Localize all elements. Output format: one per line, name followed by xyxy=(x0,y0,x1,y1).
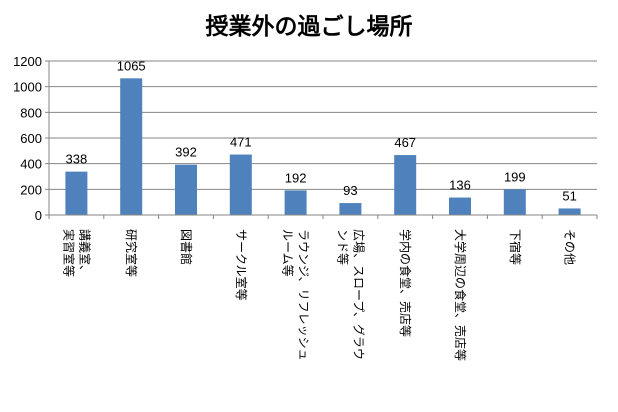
category-label: その他 xyxy=(563,229,577,265)
data-label: 199 xyxy=(504,169,526,184)
chart-title: 授業外の過ごし場所 xyxy=(206,13,413,40)
category-label: 図書館 xyxy=(179,229,194,265)
category-label: サークル室等 xyxy=(234,229,249,301)
bar xyxy=(339,203,362,215)
data-labels: 338 1065 392 471 192 93 467 136 199 51 xyxy=(66,58,577,203)
category-label: ラウンジ、リフレッシュ xyxy=(297,229,311,361)
y-tick-label: 800 xyxy=(20,105,42,120)
data-label: 471 xyxy=(230,135,252,150)
category-label: 学内の食堂、売店等 xyxy=(398,229,413,337)
data-label: 192 xyxy=(285,170,307,185)
y-tick-label: 1000 xyxy=(13,80,42,95)
bar xyxy=(284,190,307,215)
category-label: 実習室等 xyxy=(61,229,76,277)
category-label: 研究室等 xyxy=(124,229,139,277)
category-label: 下宿等 xyxy=(508,229,523,265)
bar xyxy=(120,78,143,215)
data-label: 1065 xyxy=(117,58,146,73)
data-label: 392 xyxy=(175,145,197,160)
y-tick-label: 0 xyxy=(35,208,42,223)
data-label: 136 xyxy=(449,178,471,193)
data-label: 338 xyxy=(66,152,88,167)
y-tick-label: 600 xyxy=(20,131,42,146)
category-label: 講義室、 xyxy=(77,229,92,277)
category-label: ルーム等 xyxy=(281,229,295,277)
y-tick-label: 1200 xyxy=(13,54,42,69)
data-label: 467 xyxy=(394,135,416,150)
bar xyxy=(394,155,417,215)
category-label: 広場、スロープ、グラウ xyxy=(351,229,365,360)
y-axis: 0 200 400 600 800 1000 1200 xyxy=(13,54,50,223)
bar xyxy=(558,208,581,215)
bar xyxy=(229,154,252,215)
data-label: 51 xyxy=(562,188,576,203)
y-tick-label: 200 xyxy=(20,182,42,197)
data-label: 93 xyxy=(343,183,357,198)
bar xyxy=(175,164,197,215)
bars xyxy=(65,78,581,215)
y-tick-label: 400 xyxy=(20,157,42,172)
bar xyxy=(503,189,526,215)
bar xyxy=(449,197,471,215)
category-label: 大学周辺の食堂、売店等 xyxy=(453,229,468,361)
category-label: ンド等 xyxy=(335,229,349,265)
bar xyxy=(65,171,88,215)
